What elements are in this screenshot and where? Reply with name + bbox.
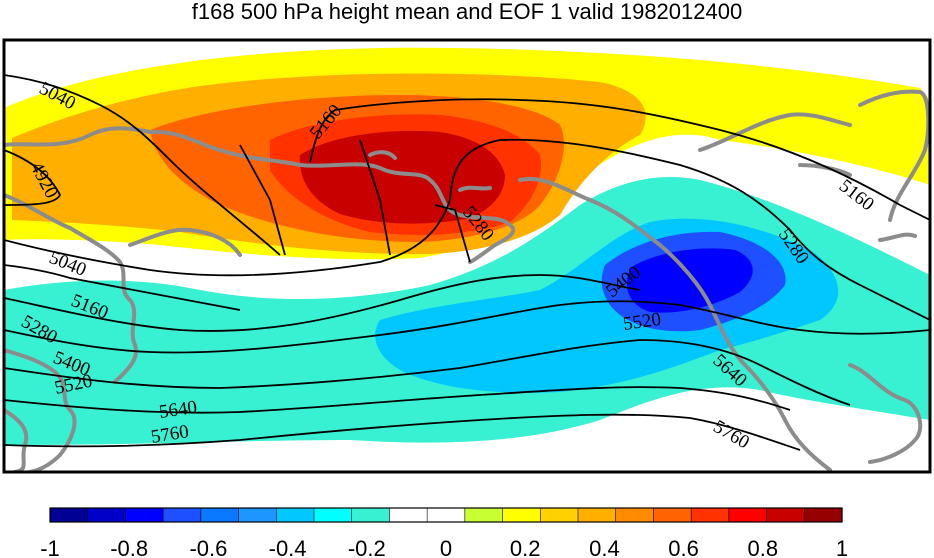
- contour-5760: [4, 413, 801, 451]
- greenland-coastline: [858, 89, 930, 222]
- contour-5040-west: [4, 264, 241, 311]
- contour-4920: [4, 149, 62, 206]
- colorbar-bin: [577, 507, 617, 523]
- colorbar-tick-labels: -1 -0.8 -0.6 -0.4 -0.2 0 0.2 0.4 0.6 0.8 1: [40, 536, 848, 558]
- contour-segment-a: [359, 139, 391, 256]
- colorbar-bin: [313, 507, 353, 523]
- colorbar-bin: [653, 507, 692, 523]
- colorbar-bin: [426, 507, 466, 523]
- colorbar-bin: [728, 507, 768, 523]
- colorbar-bin: [87, 507, 127, 523]
- colorbar-bin: [389, 507, 428, 523]
- height-contours: [4, 74, 930, 451]
- colorbar-tick-label: 0.4: [589, 536, 620, 558]
- colorbar-bin: [803, 507, 843, 523]
- colorbar-bin: [690, 507, 730, 523]
- colorbar-tick-label: -0.2: [348, 536, 386, 558]
- colorbar-bin: [766, 507, 805, 523]
- contour-5160: [309, 98, 930, 221]
- colorbar-bin: [502, 507, 541, 523]
- colorbar-bin: [464, 507, 504, 523]
- contour-segment-b: [239, 144, 286, 256]
- contour-5280: [4, 138, 930, 321]
- contour-5280-center: [434, 204, 471, 263]
- colorbar-bin: [238, 507, 277, 523]
- contour-5040-north: [4, 74, 281, 256]
- alaska-north-coastline: [128, 227, 242, 257]
- map-panel: 5040 4920 5160 5040 5160 5280 5280 5160 …: [4, 40, 930, 472]
- contour-label-5520-east: 5520: [622, 309, 663, 335]
- greenland-south-coastline: [698, 112, 852, 152]
- colorbar-bin: [615, 507, 655, 523]
- eastern-coastline: [518, 177, 832, 472]
- colorbar-tick-label: 0.2: [510, 536, 541, 558]
- plot-title: f168 500 hPa height mean and EOF 1 valid…: [191, 0, 743, 24]
- contour-5520: [4, 339, 851, 406]
- colorbar-bin: [49, 507, 89, 523]
- pacific-coastline: [4, 348, 77, 472]
- contour-5640: [4, 386, 791, 414]
- arctic-coastline: [4, 126, 516, 264]
- colorbar-tick-label: 0.8: [748, 536, 779, 558]
- colorbar-tick-label: 0.6: [668, 536, 699, 558]
- coast-fragment-c: [848, 363, 923, 464]
- negative-anomaly-shading: [4, 177, 930, 445]
- colorbar-tick-label: 0: [440, 536, 452, 558]
- colorbar-bins: [49, 507, 843, 523]
- colorbar-tick-label: -0.8: [110, 536, 148, 558]
- colorbar-bin: [125, 507, 164, 523]
- contour-5400: [4, 300, 930, 354]
- colorbar-tick-label: -0.6: [189, 536, 227, 558]
- contour-5160-south: [4, 274, 641, 332]
- colorbar-bin: [275, 507, 315, 523]
- contour-label-5640-west: 5640: [158, 397, 199, 423]
- colorbar-bin: [351, 507, 391, 523]
- colorbar: -1 -0.8 -0.6 -0.4 -0.2 0 0.2 0.4 0.6 0.8 1: [40, 507, 848, 558]
- alaska-coastline: [4, 193, 138, 384]
- map-frame: [2, 38, 932, 474]
- coast-fragment-b: [878, 232, 917, 242]
- anomaly-0.8-region: [299, 130, 505, 224]
- colorbar-outline: [49, 507, 843, 523]
- anomaly-neg-0.7-region: [626, 248, 753, 313]
- colorbar-tick-label: -1: [40, 536, 60, 558]
- colorbar-tick-label: -0.4: [269, 536, 307, 558]
- coast-fragment-e: [458, 185, 492, 192]
- colorbar-bin: [162, 507, 202, 523]
- colorbar-bin: [200, 507, 240, 523]
- colorbar-bin: [539, 507, 579, 523]
- coast-fragment-d: [368, 150, 397, 160]
- colorbar-tick-label: 1: [836, 536, 848, 558]
